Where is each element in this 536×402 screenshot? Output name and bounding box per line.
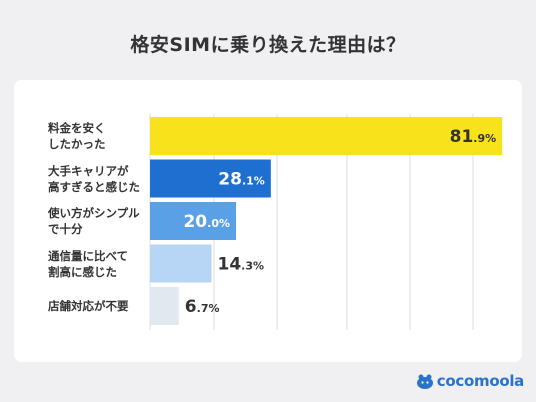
category-label-line: 大手キャリアが	[48, 163, 129, 178]
value-label: 6.7%	[185, 297, 220, 317]
category-label: 使い方がシンプル で十分	[48, 205, 178, 237]
bar	[150, 287, 179, 325]
category-label-line: 通信量に比べて	[48, 248, 129, 263]
bar	[150, 244, 212, 283]
category-label-line: 割高に感じた	[48, 264, 117, 279]
category-label-line: 使い方がシンプル	[48, 206, 140, 220]
bar	[150, 202, 236, 240]
category-label: 大手キャリアが 高すぎると感じた	[48, 163, 178, 195]
category-label-line: 店舗対応が不要	[48, 299, 129, 313]
value-label: 81.9%	[450, 127, 497, 147]
category-label: 通信量に比べて 割高に感じた	[48, 248, 178, 280]
category-label: 店舗対応が不要	[48, 298, 178, 314]
bar	[150, 159, 271, 198]
category-label-line: 高すぎると感じた	[48, 179, 140, 194]
category-label-line: 料金を安く	[48, 121, 106, 135]
category-label: 料金を安くしたかった	[48, 120, 178, 152]
bar	[150, 117, 503, 155]
chart-title: 格安SIMに乗り換えた理由は？	[130, 34, 406, 56]
category-label-line: で十分	[48, 222, 83, 236]
brand-name: cocomoola	[436, 372, 525, 390]
category-label-line: したかった	[48, 137, 106, 151]
brand-mascot-icon	[416, 374, 433, 389]
brand-logo: cocomoola	[416, 371, 524, 391]
value-label: 28.1%	[218, 170, 265, 190]
value-label: 14.3%	[217, 255, 264, 275]
value-label: 20.0%	[183, 212, 230, 232]
